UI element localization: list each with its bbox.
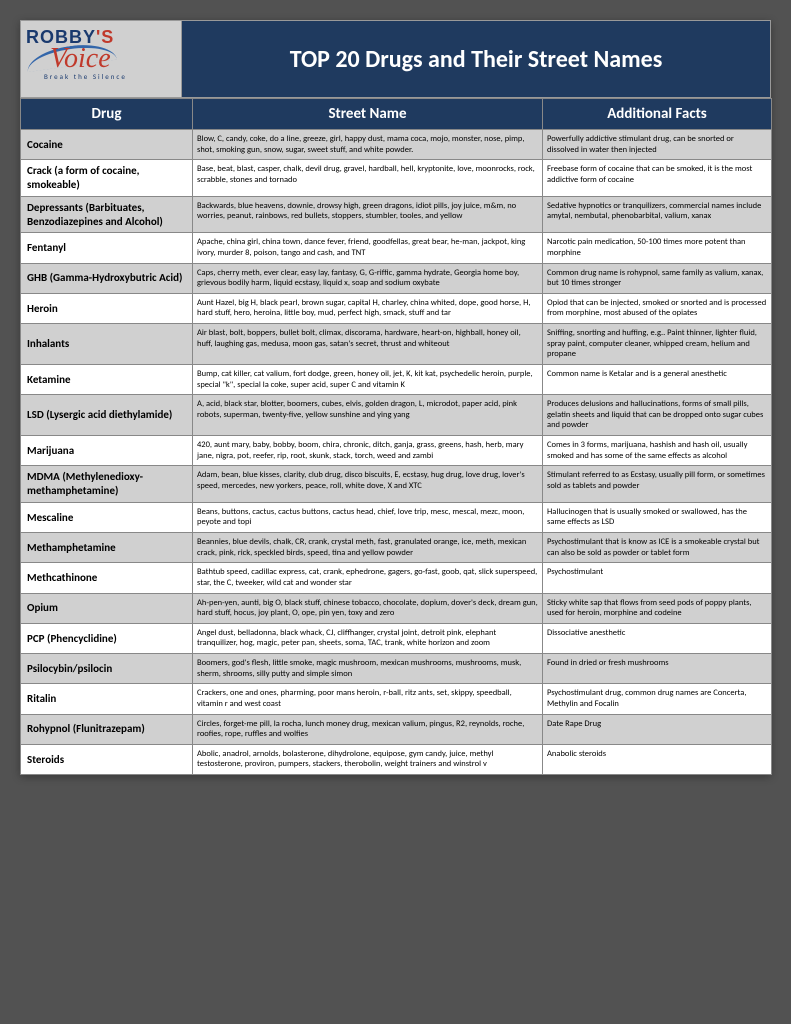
- drug-name-cell: Mescaline: [21, 502, 193, 532]
- drug-name-cell: Methcathinone: [21, 563, 193, 593]
- table-row: Depressants (Barbituates, Benzodiazepine…: [21, 196, 772, 233]
- col-header-drug: Drug: [21, 99, 193, 130]
- facts-cell: Psychostimulant that is know as ICE is a…: [543, 533, 772, 563]
- document-page: ROBBY'S Voice Break the Silence TOP 20 D…: [20, 20, 771, 775]
- street-name-cell: Ah-pen-yen, aunti, big O, black stuff, c…: [193, 593, 543, 623]
- facts-cell: Narcotic pain medication, 50-100 times m…: [543, 233, 772, 263]
- drug-name-cell: Cocaine: [21, 130, 193, 160]
- street-name-cell: Boomers, god's flesh, little smoke, magi…: [193, 654, 543, 684]
- table-row: GHB (Gamma-Hydroxybutric Acid)Caps, cher…: [21, 263, 772, 293]
- document-title: TOP 20 Drugs and Their Street Names: [181, 21, 770, 97]
- facts-cell: Stimulant referred to as Ecstasy, usuall…: [543, 466, 772, 503]
- drug-name-cell: LSD (Lysergic acid diethylamide): [21, 395, 193, 436]
- col-header-facts: Additional Facts: [543, 99, 772, 130]
- drugs-table: Drug Street Name Additional Facts Cocain…: [20, 98, 772, 775]
- street-name-cell: Blow, C, candy, coke, do a line, greeze,…: [193, 130, 543, 160]
- table-row: LSD (Lysergic acid diethylamide)A, acid,…: [21, 395, 772, 436]
- street-name-cell: Backwards, blue heavens, downie, drowsy …: [193, 196, 543, 233]
- street-name-cell: Circles, forget-me pill, la rocha, lunch…: [193, 714, 543, 744]
- street-name-cell: 420, aunt mary, baby, bobby, boom, chira…: [193, 436, 543, 466]
- facts-cell: Freebase form of cocaine that can be smo…: [543, 160, 772, 197]
- drug-name-cell: PCP (Phencyclidine): [21, 623, 193, 653]
- facts-cell: Common name is Ketalar and is a general …: [543, 364, 772, 394]
- table-row: Rohypnol (Flunitrazepam)Circles, forget-…: [21, 714, 772, 744]
- facts-cell: Anabolic steroids: [543, 744, 772, 774]
- drug-name-cell: Opium: [21, 593, 193, 623]
- col-header-street: Street Name: [193, 99, 543, 130]
- street-name-cell: Abolic, anadrol, arnolds, bolasterone, d…: [193, 744, 543, 774]
- facts-cell: Common drug name is rohypnol, same famil…: [543, 263, 772, 293]
- street-name-cell: Base, beat, blast, casper, chalk, devil …: [193, 160, 543, 197]
- facts-cell: Powerfully addictive stimulant drug, can…: [543, 130, 772, 160]
- table-row: MescalineBeans, buttons, cactus, cactus …: [21, 502, 772, 532]
- table-row: CocaineBlow, C, candy, coke, do a line, …: [21, 130, 772, 160]
- table-row: InhalantsAir blast, bolt, boppers, bulle…: [21, 324, 772, 365]
- drug-name-cell: Ritalin: [21, 684, 193, 714]
- facts-cell: Produces delusions and hallucinations, f…: [543, 395, 772, 436]
- street-name-cell: Bump, cat killer, cat valium, fort dodge…: [193, 364, 543, 394]
- table-row: PCP (Phencyclidine)Angel dust, belladonn…: [21, 623, 772, 653]
- street-name-cell: Angel dust, belladonna, black whack, CJ,…: [193, 623, 543, 653]
- facts-cell: Dissociative anesthetic: [543, 623, 772, 653]
- drug-name-cell: Ketamine: [21, 364, 193, 394]
- drug-name-cell: Psilocybin/psilocin: [21, 654, 193, 684]
- facts-cell: Comes in 3 forms, marijuana, hashish and…: [543, 436, 772, 466]
- table-row: HeroinAunt Hazel, big H, black pearl, br…: [21, 293, 772, 323]
- street-name-cell: Beans, buttons, cactus, cactus buttons, …: [193, 502, 543, 532]
- street-name-cell: Adam, bean, blue kisses, clarity, club d…: [193, 466, 543, 503]
- drug-name-cell: Crack (a form of cocaine, smokeable): [21, 160, 193, 197]
- facts-cell: Hallucinogen that is usually smoked or s…: [543, 502, 772, 532]
- facts-cell: Sedative hypnotics or tranquilizers, com…: [543, 196, 772, 233]
- street-name-cell: Beannies, blue devils, chalk, CR, crank,…: [193, 533, 543, 563]
- facts-cell: Psychostimulant: [543, 563, 772, 593]
- street-name-cell: Air blast, bolt, boppers, bullet bolt, c…: [193, 324, 543, 365]
- drug-name-cell: MDMA (Methylenedioxy-methamphetamine): [21, 466, 193, 503]
- drug-name-cell: GHB (Gamma-Hydroxybutric Acid): [21, 263, 193, 293]
- table-row: MDMA (Methylenedioxy-methamphetamine)Ada…: [21, 466, 772, 503]
- table-header-row: Drug Street Name Additional Facts: [21, 99, 772, 130]
- facts-cell: Opiod that can be injected, smoked or sn…: [543, 293, 772, 323]
- street-name-cell: A, acid, black star, blotter, boomers, c…: [193, 395, 543, 436]
- table-row: Crack (a form of cocaine, smokeable)Base…: [21, 160, 772, 197]
- header-band: ROBBY'S Voice Break the Silence TOP 20 D…: [20, 20, 771, 98]
- drug-name-cell: Inhalants: [21, 324, 193, 365]
- robbys-voice-logo: ROBBY'S Voice Break the Silence: [26, 28, 176, 90]
- table-row: KetamineBump, cat killer, cat valium, fo…: [21, 364, 772, 394]
- facts-cell: Sniffing, snorting and huffing, e.g.. Pa…: [543, 324, 772, 365]
- table-row: SteroidsAbolic, anadrol, arnolds, bolast…: [21, 744, 772, 774]
- street-name-cell: Aunt Hazel, big H, black pearl, brown su…: [193, 293, 543, 323]
- facts-cell: Psychostimulant drug, common drug names …: [543, 684, 772, 714]
- facts-cell: Date Rape Drug: [543, 714, 772, 744]
- street-name-cell: Bathtub speed, cadillac express, cat, cr…: [193, 563, 543, 593]
- facts-cell: Sticky white sap that flows from seed po…: [543, 593, 772, 623]
- logo-script: Voice: [50, 48, 176, 70]
- drug-name-cell: Rohypnol (Flunitrazepam): [21, 714, 193, 744]
- table-row: MethamphetamineBeannies, blue devils, ch…: [21, 533, 772, 563]
- drug-name-cell: Fentanyl: [21, 233, 193, 263]
- drug-name-cell: Marijuana: [21, 436, 193, 466]
- table-row: Marijuana420, aunt mary, baby, bobby, bo…: [21, 436, 772, 466]
- logo-cell: ROBBY'S Voice Break the Silence: [21, 21, 181, 97]
- table-row: OpiumAh-pen-yen, aunti, big O, black stu…: [21, 593, 772, 623]
- drug-name-cell: Depressants (Barbituates, Benzodiazepine…: [21, 196, 193, 233]
- facts-cell: Found in dried or fresh mushrooms: [543, 654, 772, 684]
- street-name-cell: Crackers, one and ones, pharming, poor m…: [193, 684, 543, 714]
- street-name-cell: Apache, china girl, china town, dance fe…: [193, 233, 543, 263]
- table-row: FentanylApache, china girl, china town, …: [21, 233, 772, 263]
- drug-name-cell: Steroids: [21, 744, 193, 774]
- drug-name-cell: Heroin: [21, 293, 193, 323]
- street-name-cell: Caps, cherry meth, ever clear, easy lay,…: [193, 263, 543, 293]
- drug-name-cell: Methamphetamine: [21, 533, 193, 563]
- table-row: MethcathinoneBathtub speed, cadillac exp…: [21, 563, 772, 593]
- table-body: CocaineBlow, C, candy, coke, do a line, …: [21, 130, 772, 775]
- table-row: Psilocybin/psilocinBoomers, god's flesh,…: [21, 654, 772, 684]
- table-row: RitalinCrackers, one and ones, pharming,…: [21, 684, 772, 714]
